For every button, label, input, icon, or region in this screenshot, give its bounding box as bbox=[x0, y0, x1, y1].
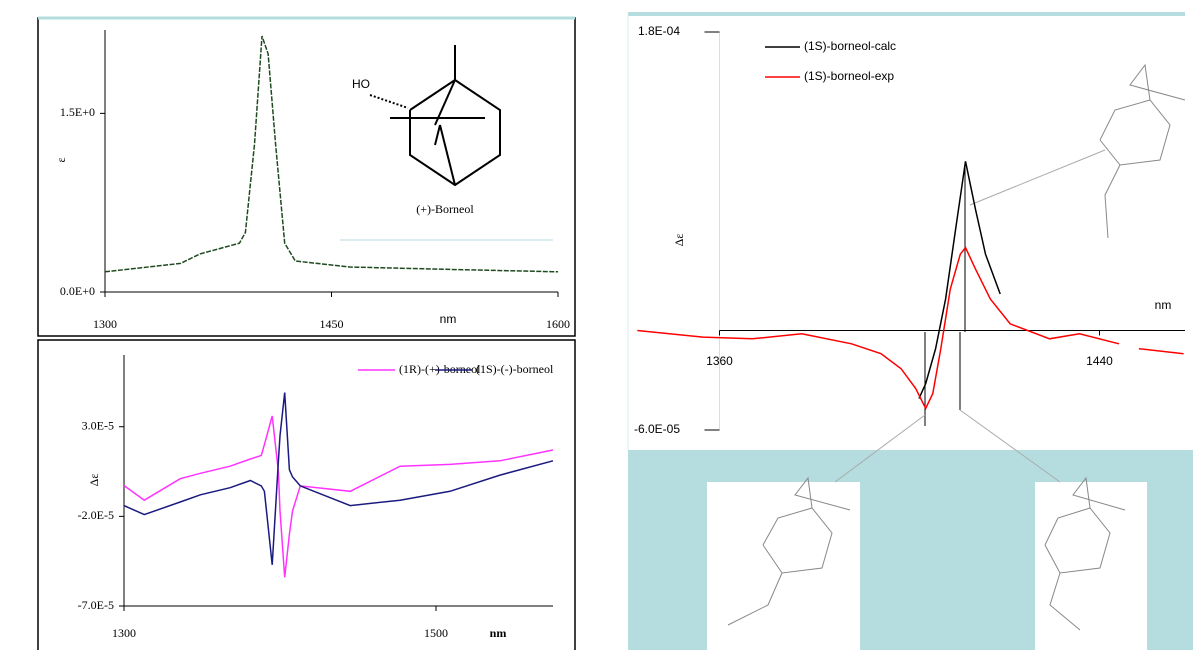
y-tick-label: -7.0E-5 bbox=[78, 598, 114, 612]
legend-label: (1R)-(+)-borneol bbox=[399, 362, 481, 376]
y-axis-label: Δε bbox=[672, 234, 686, 247]
x-tick-label: 1440 bbox=[1086, 354, 1113, 368]
line-series bbox=[123, 392, 554, 565]
x-tick-label: 1360 bbox=[706, 354, 733, 368]
legend-label: (1S)-borneol-calc bbox=[804, 39, 896, 53]
molecule bbox=[727, 63, 1186, 631]
molecule-box bbox=[1035, 482, 1147, 650]
x-tick-label: 1500 bbox=[424, 626, 448, 640]
line-series bbox=[918, 161, 1001, 399]
structure bbox=[369, 45, 501, 187]
panel-frame bbox=[37, 17, 576, 337]
x-tick-label: 1300 bbox=[112, 626, 136, 640]
y-tick-label: 1.5E+0 bbox=[60, 105, 95, 119]
x-axis-label: nm bbox=[440, 312, 457, 326]
y-tick-label: 1.8E-04 bbox=[638, 24, 680, 38]
x-axis-label: nm bbox=[1155, 298, 1172, 312]
annotation: (+)-Borneol bbox=[416, 202, 474, 216]
molecule-box bbox=[707, 482, 860, 650]
legend-label: (1S)-(-)-borneol bbox=[476, 362, 554, 376]
line-series bbox=[123, 415, 554, 578]
line-series bbox=[637, 246, 1184, 411]
x-tick-label: 1300 bbox=[93, 317, 117, 331]
x-axis-label: nm bbox=[490, 626, 507, 640]
x-tick-label: 1600 bbox=[546, 317, 570, 331]
y-tick-label: 3.0E-5 bbox=[82, 418, 114, 432]
legend-label: (1S)-borneol-exp bbox=[804, 69, 894, 83]
line-series bbox=[104, 35, 559, 273]
y-tick-label: -2.0E-5 bbox=[78, 508, 114, 522]
y-tick-label: 0.0E+0 bbox=[60, 284, 95, 298]
y-tick-label: -6.0E-05 bbox=[634, 422, 680, 436]
y-axis-label: Δε bbox=[87, 474, 101, 487]
annotation: HO bbox=[352, 77, 370, 91]
connectors bbox=[834, 149, 1106, 483]
panel-frame bbox=[37, 339, 576, 650]
peak-markers bbox=[924, 162, 966, 426]
y-axis-label: ε bbox=[54, 157, 68, 162]
x-tick-label: 1450 bbox=[320, 317, 344, 331]
